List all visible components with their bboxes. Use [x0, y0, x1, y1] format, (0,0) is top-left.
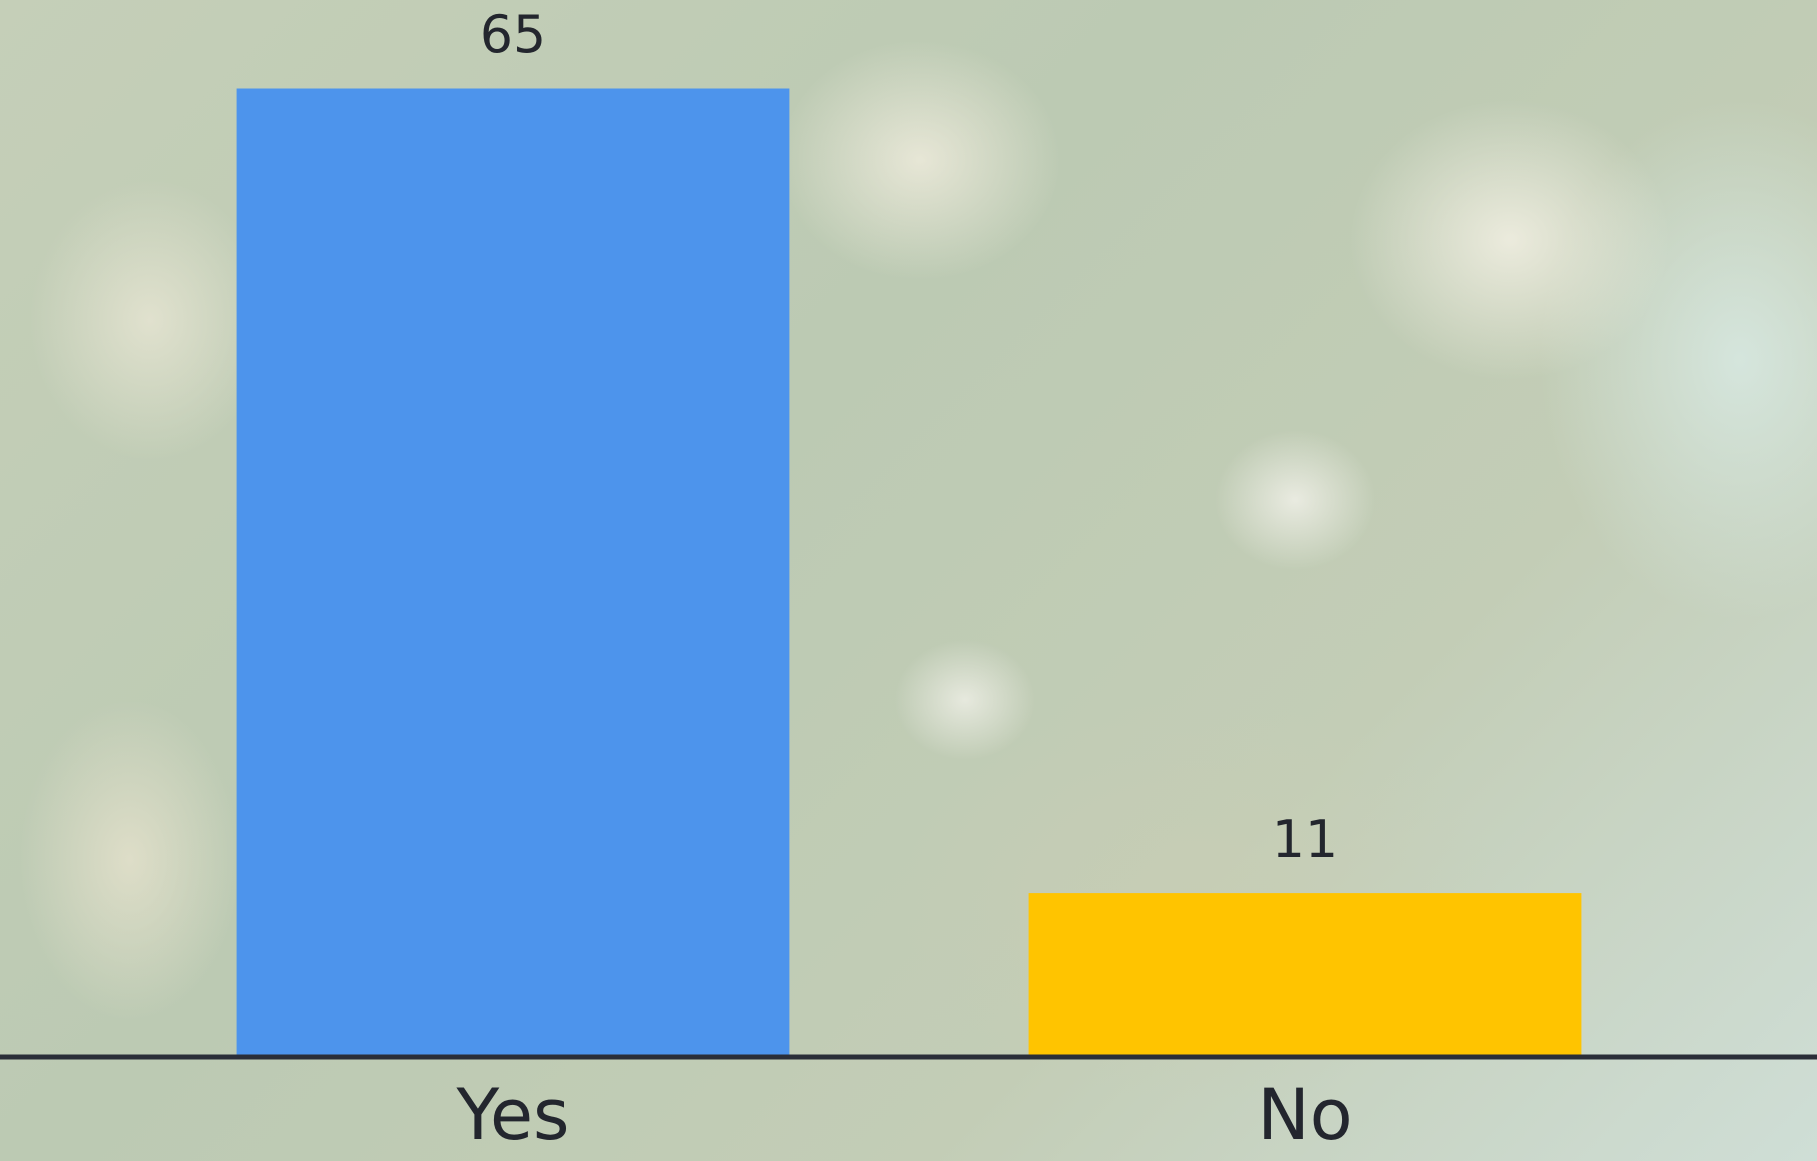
- bar: [1028, 893, 1582, 1057]
- value-label: 65: [480, 6, 546, 66]
- value-label: 11: [1272, 810, 1338, 870]
- x-tick-label: Yes: [456, 1074, 570, 1156]
- x-tick-label: No: [1257, 1074, 1352, 1156]
- bar: [236, 88, 790, 1057]
